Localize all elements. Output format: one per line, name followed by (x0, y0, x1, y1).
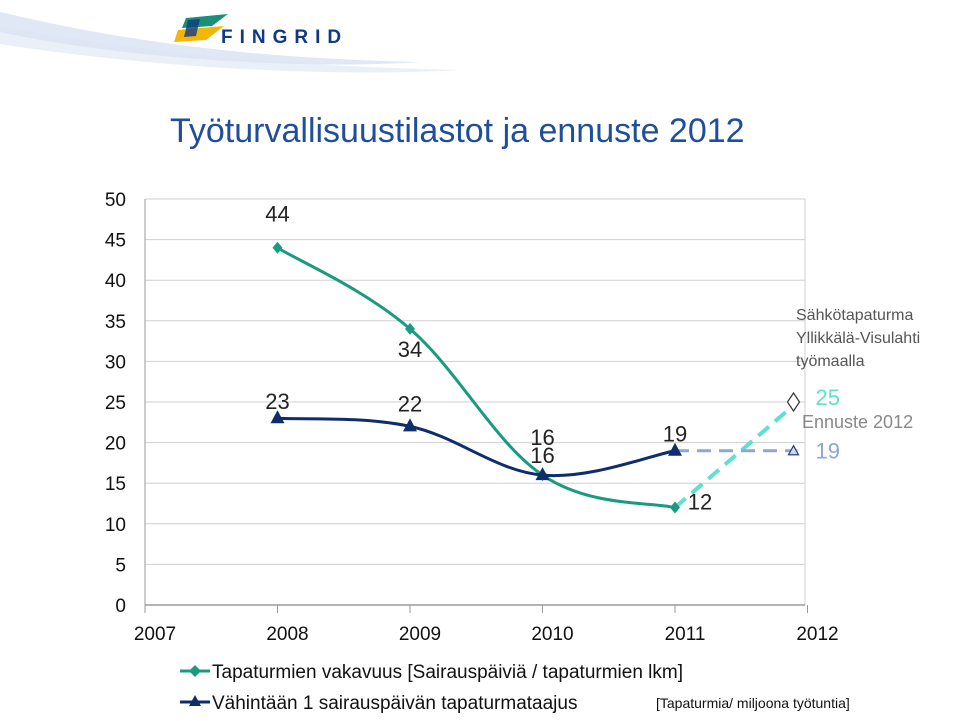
brand-name: FINGRID (221, 27, 349, 48)
forecast-point-triangle (787, 444, 800, 456)
y-tick-label: 25 (105, 393, 126, 414)
x-tick-label: 2009 (399, 624, 441, 645)
chart-series (270, 241, 801, 514)
series-line (276, 246, 676, 510)
y-tick-label: 15 (105, 474, 126, 495)
diamond-marker-icon (189, 665, 201, 677)
forecast-label: Ennuste 2012 (802, 412, 913, 432)
data-point-triangle (535, 467, 550, 481)
annotation-accident-line2: Yllikkälä-Visulahti (796, 330, 920, 347)
data-label: 19 (663, 422, 687, 447)
data-label: 16 (530, 443, 554, 468)
y-tick-label: 35 (105, 312, 126, 333)
forecast-data-label: 19 (816, 439, 840, 464)
y-tick-label: 30 (105, 352, 126, 373)
chart-grid (145, 198, 806, 605)
data-label: 44 (265, 202, 289, 227)
chart-axes: 0 5 10 15 20 25 30 35 40 45 50 2007 2008 2009 2010 2011… (105, 190, 839, 645)
y-tick-label: 5 (115, 555, 126, 576)
data-point-triangle (668, 442, 682, 456)
x-tick-label: 2011 (665, 624, 706, 645)
data-label: 12 (688, 490, 712, 515)
data-point-diamond (670, 501, 680, 514)
y-tick-label: 10 (105, 515, 126, 536)
annotation-accident-line3: työmaalla (796, 353, 865, 370)
data-point-diamond (272, 241, 283, 254)
data-label: 22 (398, 391, 422, 416)
forecast-line (673, 400, 799, 510)
x-tick-label: 2007 (134, 624, 176, 645)
x-tick-label: 2010 (531, 624, 573, 645)
triangle-marker-icon (189, 695, 201, 706)
data-point-triangle (403, 418, 417, 432)
unit-note: [Tapaturmia/ miljoona työtuntia] (656, 695, 850, 711)
legend-label-frequency: Vähintään 1 sairauspäivän tapaturmataaju… (212, 693, 577, 714)
y-tick-label: 40 (105, 271, 126, 292)
legend: Tapaturmien vakavuus [Sairauspäiviä / ta… (180, 662, 683, 714)
fingrid-logo-swoosh (0, 12, 460, 73)
x-tick-label: 2012 (796, 624, 838, 645)
forecast-data-label: 25 (816, 385, 840, 410)
data-point-diamond (405, 322, 415, 335)
y-tick-label: 50 (105, 190, 126, 211)
data-point-triangle (270, 410, 285, 424)
legend-item-frequency: Vähintään 1 sairauspäivän tapaturmataaju… (180, 693, 577, 714)
chart-labels: 44 34 16 12 25 23 22 16 19 19 (265, 202, 840, 515)
fingrid-emblem-icon (174, 14, 228, 42)
y-tick-label: 20 (105, 434, 126, 455)
y-tick-label: 45 (105, 231, 126, 252)
data-label: 16 (530, 425, 554, 450)
data-label: 23 (265, 389, 289, 414)
y-tick-label: 0 (115, 596, 126, 617)
legend-label-severity: Tapaturmien vakavuus [Sairauspäiviä / ta… (212, 662, 683, 683)
data-label: 34 (398, 337, 422, 362)
series-line (277, 416, 676, 478)
x-tick-label: 2008 (266, 624, 308, 645)
forecast-point-diamond (786, 391, 801, 413)
legend-item-severity: Tapaturmien vakavuus [Sairauspäiviä / ta… (180, 662, 683, 683)
annotation-accident-line1: Sähkötapaturma (796, 307, 914, 324)
page-title: Työturvallisuustilastot ja ennuste 2012 (170, 112, 745, 150)
